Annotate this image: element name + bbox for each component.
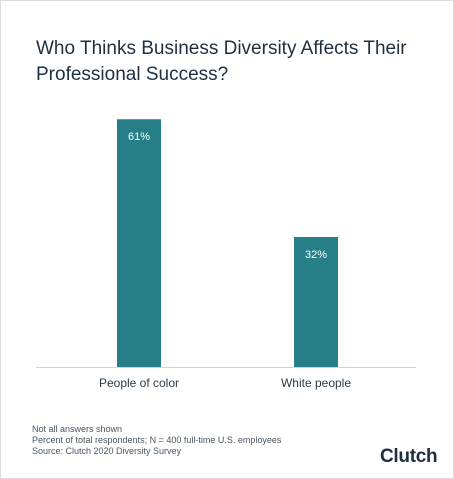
x-tick-label: White people (281, 376, 351, 390)
x-tick-label: People of color (99, 376, 179, 390)
footer-note-respondents: Percent of total respondents; N = 400 fu… (32, 435, 282, 445)
chart-title: Who Thinks Business Diversity Affects Th… (36, 38, 407, 85)
data-label: 61% (128, 131, 150, 143)
logo-text: Clutch (380, 446, 438, 467)
bar-white-people (294, 237, 338, 367)
chart-footer: Not all answers shown Percent of total r… (32, 424, 281, 457)
bar-people-of-color (117, 119, 161, 367)
data-label: 32% (305, 249, 327, 261)
clutch-logo: Clutch (380, 446, 438, 468)
footer-source: Source: Clutch 2020 Diversity Survey (32, 446, 182, 456)
footer-note-answers: Not all answers shown (32, 424, 123, 434)
